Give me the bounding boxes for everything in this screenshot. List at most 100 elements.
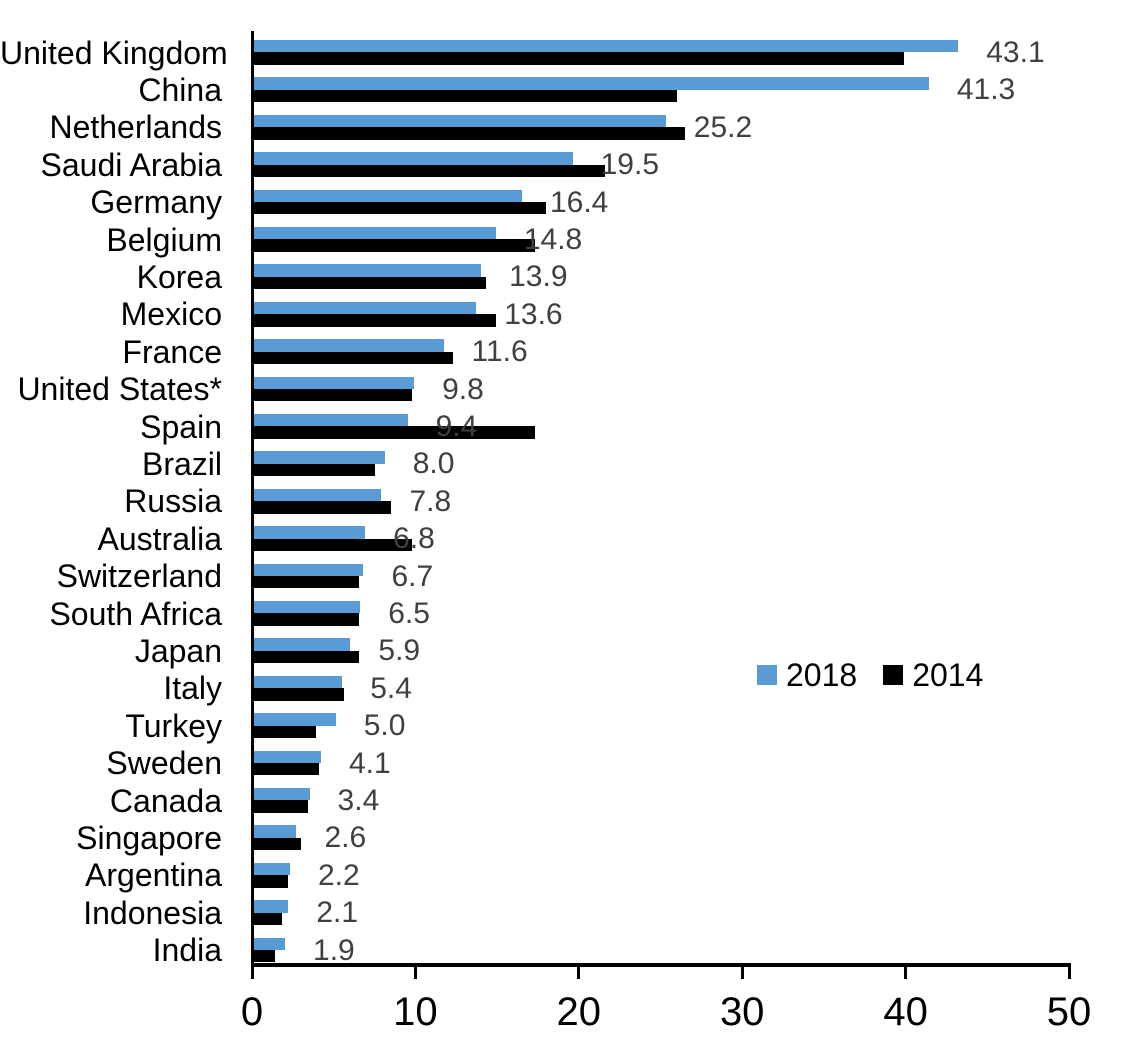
category-label: United Kingdom — [0, 34, 228, 71]
category-label: Russia — [124, 483, 222, 520]
category-label: Sweden — [106, 745, 222, 782]
bar-2014 — [254, 463, 375, 477]
x-tick-mark — [1067, 967, 1071, 979]
bar-2014 — [254, 800, 308, 813]
bar-2018 — [254, 601, 361, 614]
bar-2018 — [254, 488, 382, 502]
bar-2014 — [254, 426, 536, 439]
bar-2014 — [254, 164, 606, 177]
value-label: 13.9 — [509, 260, 568, 294]
category-label: Netherlands — [49, 109, 222, 146]
x-tick-mark — [413, 967, 417, 979]
legend-label-2014: 2014 — [912, 657, 984, 693]
category-label: Mexico — [120, 296, 222, 333]
bar-2018 — [254, 788, 310, 801]
x-tick-label: 0 — [240, 990, 264, 1034]
bar-2014 — [254, 837, 302, 851]
value-label: 2.2 — [317, 858, 360, 892]
bar-2018 — [254, 152, 573, 165]
category-label: Australia — [97, 520, 223, 557]
bar-2018 — [254, 189, 522, 202]
value-label: 5.4 — [370, 671, 412, 705]
bar-2018 — [254, 339, 444, 352]
bar-2014 — [254, 276, 487, 290]
bar-2014 — [254, 239, 536, 252]
bar-2014 — [254, 613, 359, 626]
x-tick-label: 50 — [1046, 990, 1092, 1034]
value-label: 2.1 — [316, 896, 359, 930]
category-label: Switzerland — [56, 558, 222, 595]
bar-2014 — [254, 89, 678, 103]
x-tick-label: 40 — [883, 990, 928, 1034]
x-tick-mark — [904, 967, 908, 979]
x-tick-mark — [250, 967, 254, 979]
value-label: 3.4 — [337, 784, 380, 817]
category-label: Korea — [136, 258, 222, 295]
x-tick-label: 30 — [719, 990, 765, 1034]
category-label: United States* — [17, 371, 222, 408]
value-label: 41.3 — [956, 73, 1016, 107]
bar-2018 — [254, 227, 496, 240]
bar-2014 — [254, 875, 289, 888]
category-label: Brazil — [141, 445, 222, 482]
bar-2014 — [254, 351, 454, 364]
bar-2018 — [254, 563, 364, 576]
bar-2018 — [254, 937, 286, 950]
bar-2014 — [254, 763, 320, 776]
bar-2014 — [254, 127, 686, 140]
bar-2014 — [254, 650, 359, 664]
value-label: 1.9 — [313, 933, 355, 967]
x-axis-line — [251, 963, 1071, 967]
value-label: 19.5 — [600, 148, 660, 182]
bar-2014 — [254, 725, 317, 738]
value-label: 6.5 — [388, 597, 430, 630]
category-label: Japan — [134, 632, 222, 669]
bar-2014 — [254, 576, 359, 589]
category-label: Italy — [163, 670, 222, 707]
bar-2018 — [254, 114, 666, 128]
bar-2014 — [254, 538, 413, 551]
bar-2018 — [254, 638, 351, 651]
bar-2018 — [254, 40, 959, 53]
bar-2014 — [254, 688, 344, 701]
category-label: South Africa — [49, 595, 222, 632]
x-tick-label: 10 — [393, 990, 438, 1034]
value-label: 14.8 — [523, 223, 583, 256]
bar-2018 — [254, 77, 929, 90]
category-label: France — [122, 333, 222, 370]
bar-2018 — [254, 414, 408, 427]
value-label: 43.1 — [986, 36, 1045, 69]
value-label: 25.2 — [693, 110, 753, 144]
bar-2014 — [254, 314, 496, 327]
category-label: Germany — [90, 184, 222, 221]
category-label: India — [152, 932, 222, 969]
value-label: 2.6 — [324, 821, 367, 855]
value-label: 8.0 — [412, 447, 455, 481]
x-tick-mark — [577, 967, 581, 979]
bar-2014 — [254, 52, 905, 65]
bar-2018 — [254, 451, 385, 464]
legend-label-2018: 2018 — [786, 657, 858, 693]
category-label: Singapore — [76, 819, 222, 856]
value-label: 6.7 — [391, 559, 434, 593]
value-label: 5.9 — [378, 634, 421, 668]
category-label: Indonesia — [83, 894, 222, 931]
value-label: 4.1 — [348, 746, 391, 780]
value-label: 13.6 — [504, 297, 563, 331]
bar-2014 — [254, 389, 413, 402]
value-label: 9.4 — [435, 410, 478, 443]
value-label: 16.4 — [549, 185, 609, 219]
bar-2018 — [254, 376, 415, 389]
category-label: Turkey — [125, 707, 222, 744]
value-label: 7.8 — [409, 484, 452, 518]
bar-2018 — [254, 750, 321, 763]
x-tick-label: 20 — [556, 990, 602, 1034]
category-label: Spain — [140, 408, 222, 445]
bar-2014 — [254, 202, 547, 215]
bar-2018 — [254, 675, 343, 689]
bar-2018 — [254, 900, 289, 913]
bar-2018 — [254, 526, 366, 539]
value-label: 9.8 — [442, 372, 484, 406]
category-label: Argentina — [85, 857, 222, 894]
